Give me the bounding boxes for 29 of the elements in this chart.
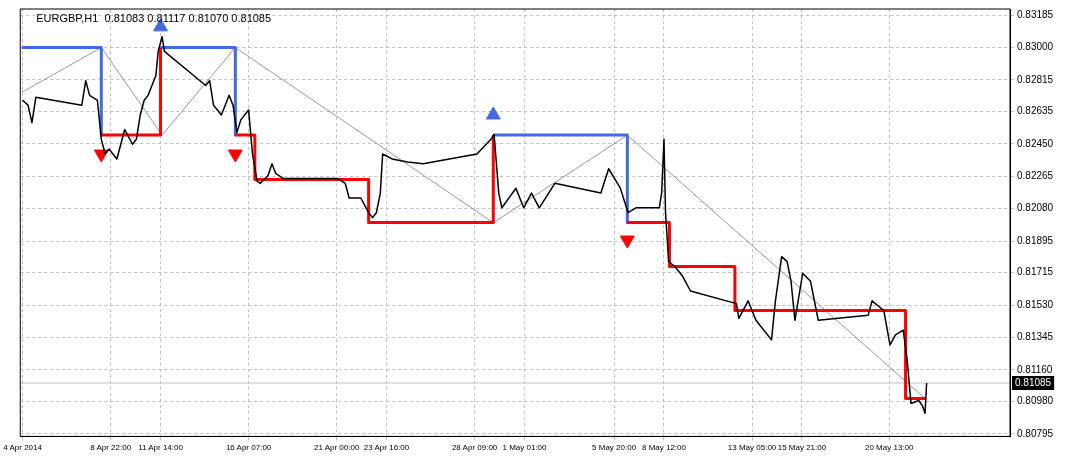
chart-title: EURGBP,H1 0.81083 0.81117 0.81070 0.81085 xyxy=(36,12,272,25)
x-tick-label: 13 May 05:00 xyxy=(727,443,777,453)
y-tick-label: 0.81530 xyxy=(1017,298,1054,310)
x-tick-label: 23 Apr 16:00 xyxy=(363,443,410,453)
x-tick-label: 5 May 20:00 xyxy=(592,443,637,453)
y-tick-label: 0.83185 xyxy=(1017,8,1054,20)
y-tick-label: 0.82815 xyxy=(1017,73,1054,85)
x-tick-label: 15 May 21:00 xyxy=(777,443,827,453)
y-tick-label: 0.81715 xyxy=(1017,266,1054,278)
x-tick-label: 20 May 13:00 xyxy=(864,443,914,453)
y-tick-label: 0.81895 xyxy=(1017,234,1054,246)
x-tick-label: 16 Apr 07:00 xyxy=(225,443,272,453)
x-tick-label: 4 Apr 2014 xyxy=(3,443,43,453)
x-tick-label: 8 Apr 22:00 xyxy=(90,443,132,453)
y-tick-label: 0.82080 xyxy=(1017,202,1054,214)
y-tick-label: 0.81160 xyxy=(1017,363,1053,375)
x-tick-label: 11 Apr 14:00 xyxy=(138,443,184,453)
x-tick-label: 21 Apr 00:00 xyxy=(313,443,360,453)
y-tick-label: 0.82265 xyxy=(1017,170,1054,182)
x-tick-label: 8 May 12:00 xyxy=(641,443,687,453)
y-tick-label: 0.82635 xyxy=(1017,105,1054,117)
y-tick-label: 0.80795 xyxy=(1017,427,1054,439)
y-tick-label: 0.80980 xyxy=(1017,395,1054,407)
ref-line-label: 0.81085 xyxy=(1015,376,1052,388)
x-tick-label: 1 May 01:00 xyxy=(502,443,548,453)
y-tick-label: 0.83000 xyxy=(1017,41,1054,53)
y-tick-label: 0.82450 xyxy=(1017,137,1054,149)
y-tick-label: 0.81345 xyxy=(1017,331,1054,343)
x-tick-label: 28 Apr 09:00 xyxy=(451,443,498,453)
